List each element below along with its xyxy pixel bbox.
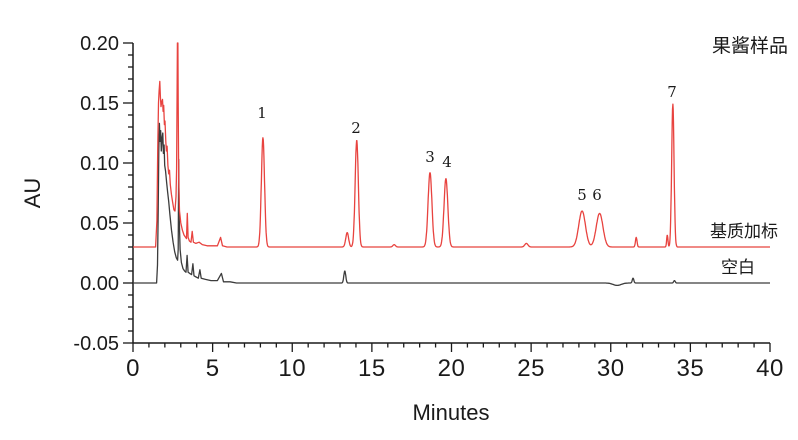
trace-spiked [133, 42, 771, 248]
peak-label-3: 3 [425, 148, 435, 166]
y-tick-label: 0.05 [80, 213, 119, 235]
x-axis-title: Minutes [412, 400, 489, 425]
peak-label-1: 1 [257, 104, 267, 122]
x-tick-label: 30 [597, 355, 625, 382]
x-tick-label: 15 [358, 355, 386, 382]
x-tick-label: 0 [126, 355, 140, 382]
y-tick-label: 0.20 [80, 33, 119, 55]
peak-label-5: 5 [577, 186, 587, 204]
peak-label-4: 4 [442, 153, 452, 171]
annotation-blank-trace-label: 空白 [721, 258, 755, 277]
peak-label-6: 6 [592, 186, 602, 204]
peak-label-7: 7 [667, 83, 677, 101]
x-tick-label: 35 [677, 355, 705, 382]
x-tick-label: 40 [756, 355, 784, 382]
annotation-spiked-trace-label: 基质加标 [710, 222, 778, 241]
peak-label-2: 2 [351, 119, 361, 137]
x-tick-label: 20 [438, 355, 466, 382]
y-tick-label: 0.00 [80, 273, 119, 295]
y-axis-title: AU [20, 178, 45, 209]
y-tick-label: 0.15 [80, 93, 119, 115]
annotation-sample-title: 果酱样品 [712, 35, 788, 57]
trace-blank [133, 122, 771, 287]
x-tick-label: 10 [278, 355, 306, 382]
x-tick-label: 5 [206, 355, 220, 382]
y-tick-label: -0.05 [73, 333, 119, 355]
y-tick-label: 0.10 [80, 153, 119, 175]
x-tick-label: 25 [517, 355, 545, 382]
